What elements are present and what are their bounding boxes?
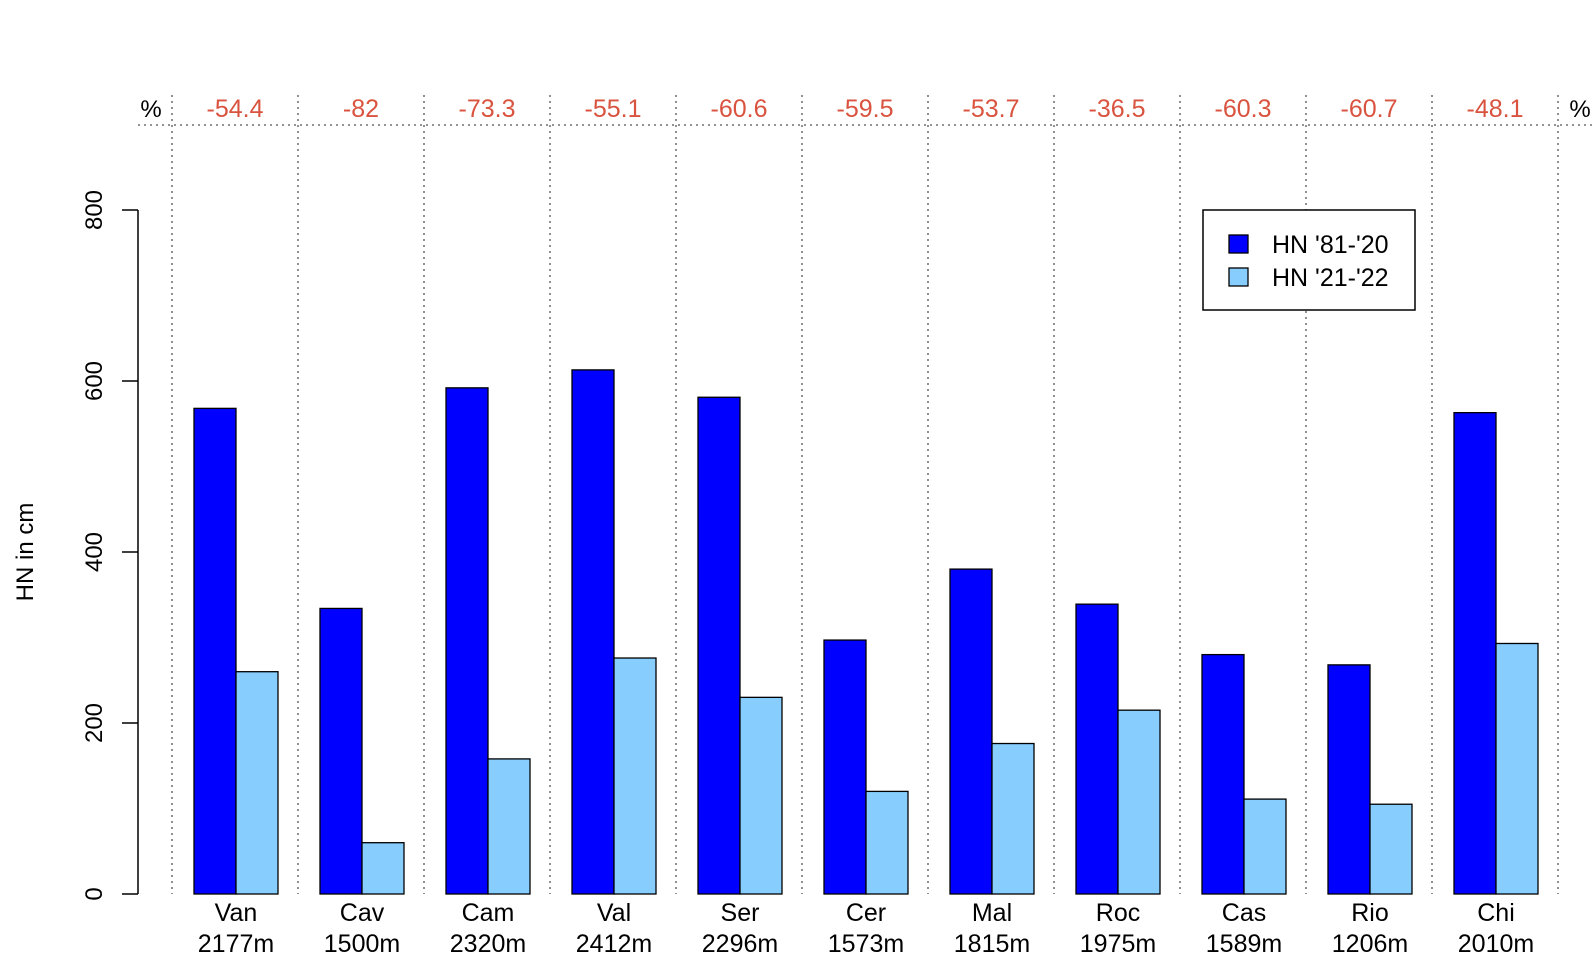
percent-change-cer: -59.5 [837, 95, 894, 123]
bar-cas-hn-21-22 [1243, 798, 1287, 895]
bar-ser-hn-21-22 [739, 696, 783, 895]
bar-cam-hn-21-22 [487, 758, 531, 895]
legend-box [1202, 209, 1416, 311]
bar-van-hn-21-22 [235, 671, 279, 895]
x-elevation-cer: 1573m [828, 930, 904, 958]
bar-val-hn-81-20 [571, 369, 615, 895]
x-elevation-mal: 1815m [954, 930, 1030, 958]
y-tick-label-400: 400 [81, 532, 108, 572]
bar-chi-hn-81-20 [1453, 411, 1497, 895]
bar-roc-hn-21-22 [1117, 709, 1161, 895]
x-label-mal: Mal [972, 899, 1012, 927]
y-tick-label-200: 200 [81, 703, 108, 743]
bar-val-hn-21-22 [613, 657, 657, 895]
x-elevation-roc: 1975m [1080, 930, 1156, 958]
x-elevation-rio: 1206m [1332, 930, 1408, 958]
bar-cer-hn-21-22 [865, 790, 909, 895]
legend-label-hn-81-20: HN '81-'20 [1272, 231, 1389, 259]
legend-swatch-hn-21-22 [1228, 267, 1249, 287]
percent-sign-right: % [1569, 96, 1590, 123]
x-elevation-val: 2412m [576, 930, 652, 958]
percent-change-cam: -73.3 [459, 95, 516, 123]
percent-change-val: -55.1 [585, 95, 642, 123]
x-label-van: Van [215, 899, 258, 927]
percent-change-rio: -60.7 [1341, 95, 1398, 123]
x-elevation-ser: 2296m [702, 930, 778, 958]
percent-change-mal: -53.7 [963, 95, 1020, 123]
percent-change-cav: -82 [343, 95, 379, 123]
percent-change-ser: -60.6 [711, 95, 768, 123]
bar-cas-hn-81-20 [1201, 653, 1245, 895]
percent-change-labels: -54.4 -82 -73.3 -55.1 -60.6 -59.5 -53.7 -36.5 -6… [207, 95, 1524, 123]
x-label-rio: Rio [1351, 899, 1389, 927]
percent-change-chi: -48.1 [1467, 95, 1524, 123]
bar-ser-hn-81-20 [697, 396, 741, 895]
legend-label-hn-21-22: HN '21-'22 [1272, 264, 1389, 292]
bar-mal-hn-21-22 [991, 742, 1035, 895]
x-label-roc: Roc [1096, 899, 1140, 927]
x-label-cav: Cav [340, 899, 385, 927]
legend: HN '81-'20 HN '21-'22 [1202, 209, 1416, 311]
x-label-cam: Cam [462, 899, 515, 927]
bar-cav-hn-21-22 [361, 842, 405, 895]
x-label-cas: Cas [1222, 899, 1266, 927]
legend-swatch-hn-81-20 [1228, 234, 1249, 254]
percent-change-roc: -36.5 [1089, 95, 1146, 123]
bar-roc-hn-81-20 [1075, 603, 1119, 895]
y-tick-label-800: 800 [81, 190, 108, 230]
x-label-chi: Chi [1477, 899, 1515, 927]
x-elevation-chi: 2010m [1458, 930, 1534, 958]
y-axis: 0 200 400 600 800 [81, 190, 139, 901]
bar-cam-hn-81-20 [445, 387, 489, 895]
x-label-cer: Cer [846, 899, 886, 927]
bars [193, 369, 1539, 895]
percent-change-van: -54.4 [207, 95, 264, 123]
x-elevation-cav: 1500m [324, 930, 400, 958]
bar-mal-hn-81-20 [949, 568, 993, 895]
bar-rio-hn-21-22 [1369, 803, 1413, 895]
x-elevation-van: 2177m [198, 930, 274, 958]
x-axis-labels: Van 2177m Cav 1500m Cam 2320m Val 2412m Ser 2296m… [198, 899, 1534, 958]
x-elevation-cas: 1589m [1206, 930, 1282, 958]
percent-sign-left: % [140, 96, 161, 123]
bar-rio-hn-81-20 [1327, 664, 1371, 895]
bar-cav-hn-81-20 [319, 607, 363, 895]
x-label-ser: Ser [721, 899, 760, 927]
y-tick-label-600: 600 [81, 361, 108, 401]
bar-cer-hn-81-20 [823, 639, 867, 895]
bar-chi-hn-21-22 [1495, 642, 1539, 895]
bar-van-hn-81-20 [193, 407, 237, 895]
y-axis-title: HN in cm [12, 503, 39, 602]
y-tick-label-0: 0 [81, 887, 108, 900]
x-label-val: Val [597, 899, 631, 927]
percent-change-cas: -60.3 [1215, 95, 1272, 123]
x-elevation-cam: 2320m [450, 930, 526, 958]
